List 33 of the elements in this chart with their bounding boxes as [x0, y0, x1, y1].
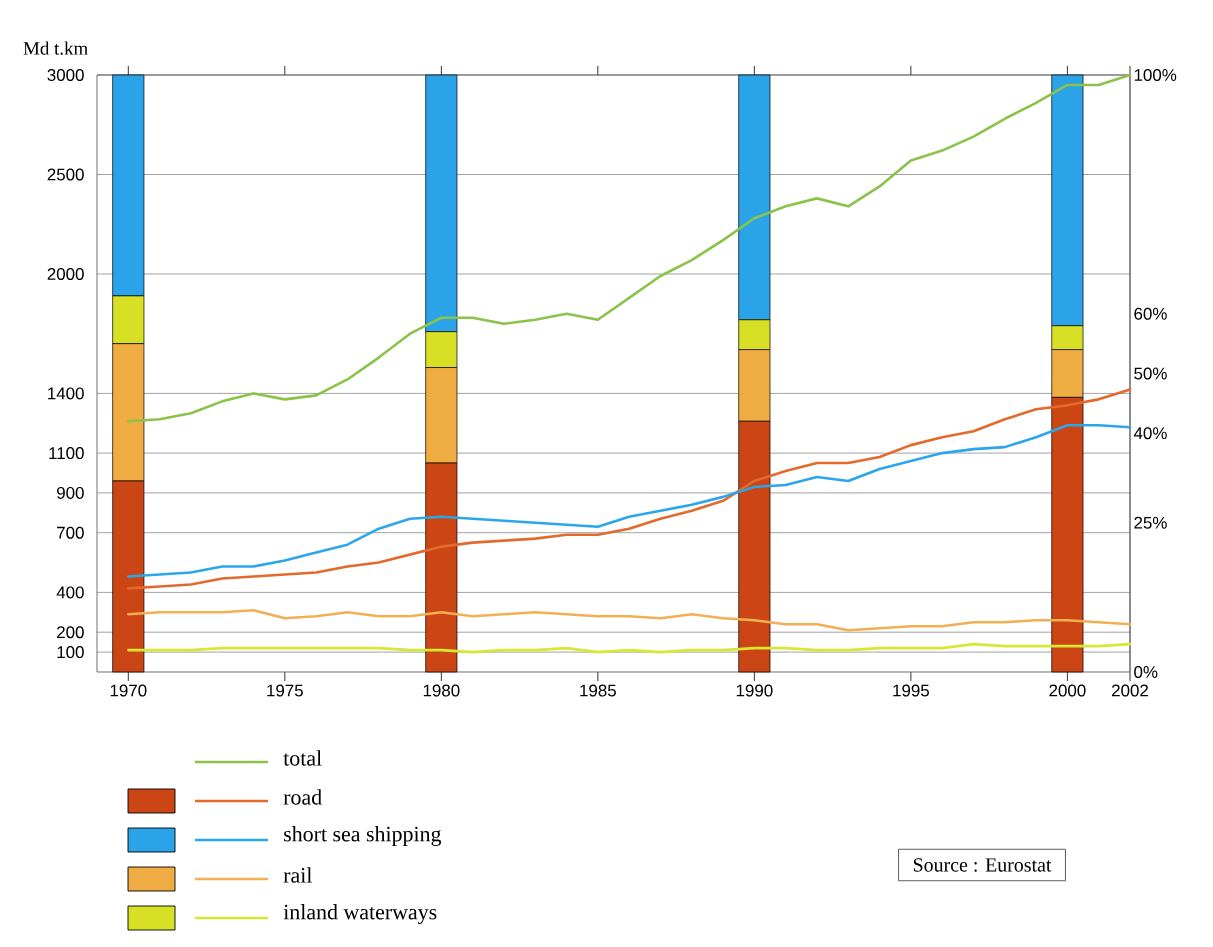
y2-tick-label: 60%	[1134, 307, 1167, 320]
legend-label: short sea shipping	[284, 826, 442, 846]
x-tick-label: 1970	[110, 684, 147, 697]
y-tick-label: 3000	[47, 68, 84, 81]
y2-tick-label: 40%	[1133, 427, 1167, 440]
y-tick-label: 400	[56, 586, 84, 599]
y-tick-label: 700	[57, 526, 84, 539]
y2-tick-label: 100%	[1134, 68, 1177, 81]
x-tick-label: 1995	[893, 684, 929, 697]
y2-tick-label: 0%	[1134, 666, 1158, 678]
y-tick-label: 200	[57, 626, 84, 639]
y-tick-label: 100	[57, 646, 84, 659]
y-tick-label: 1400	[48, 387, 84, 400]
y-tick-label: 2500	[47, 168, 84, 181]
source-note: Source : Eurostat	[913, 858, 1052, 872]
x-tick-label: 2002	[1112, 684, 1148, 697]
x-tick-label: 2000	[1049, 684, 1086, 697]
legend-label: road	[283, 789, 322, 805]
y-tick-label: 2000	[47, 268, 84, 280]
x-tick-label: 1975	[267, 684, 303, 697]
line-series	[127, 73, 1132, 423]
y2-tick-label: 25%	[1134, 516, 1167, 529]
x-tick-label: 1990	[736, 684, 773, 697]
legend-label: inland waterways	[283, 904, 437, 924]
y-tick-label: 900	[57, 486, 84, 499]
y2-tick-label: 50%	[1134, 367, 1167, 380]
y-axis-title: Md t.km	[23, 41, 88, 55]
legend-label: rail	[283, 867, 312, 883]
line-series	[127, 423, 1132, 578]
legend-label: total	[283, 750, 322, 766]
x-tick-label: 1985	[580, 684, 616, 697]
x-tick-label: 1980	[423, 684, 460, 697]
y-tick-label: 1100	[49, 447, 84, 460]
